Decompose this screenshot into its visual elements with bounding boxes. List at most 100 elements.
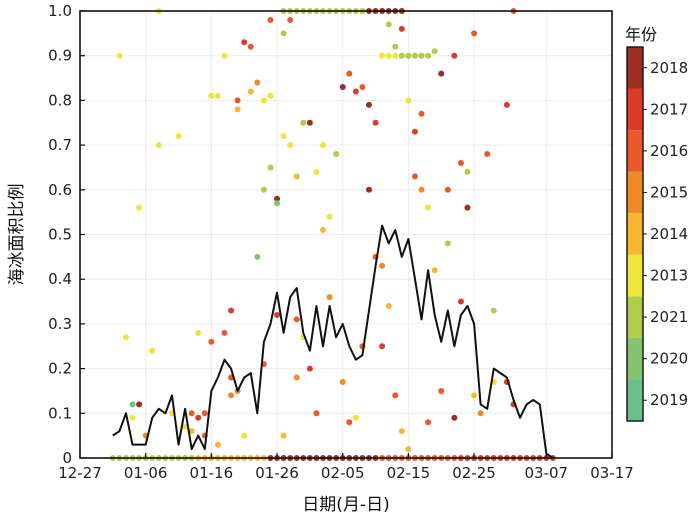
scatter-point (234, 106, 241, 113)
scatter-point (201, 410, 208, 417)
scatter-point (260, 186, 267, 193)
x-tick-label: 01-26 (255, 464, 299, 482)
scatter-point (280, 30, 287, 37)
scatter-point (379, 262, 386, 269)
colorbar-swatch (627, 47, 643, 89)
scatter-point (149, 347, 156, 354)
scatter-point (464, 168, 471, 175)
y-axis-ticks: 0 0.1 0.2 0.3 0.4 0.5 0.6 0.7 0.8 0.9 1.0 (48, 2, 85, 467)
colorbar-label: 2013 (650, 267, 688, 285)
colorbar-label: 2021 (650, 308, 688, 326)
x-tick-label: 12-27 (58, 464, 102, 482)
scatter-point (195, 414, 202, 421)
x-tick-label: 01-06 (124, 464, 168, 482)
scatter-point (300, 119, 307, 126)
scatter-point (392, 392, 399, 399)
scatter-point (247, 88, 254, 95)
scatter-point (313, 168, 320, 175)
scatter-point (398, 52, 405, 59)
colorbar-legend: 年份 2019 2020 2021 2013 2014 2015 2016 2017 2018 (625, 25, 688, 422)
scatter-point (214, 441, 221, 448)
scatter-point (228, 392, 235, 399)
colorbar-swatch (627, 296, 643, 338)
colorbar-swatch (627, 88, 643, 131)
scatter-point (122, 334, 129, 341)
scatter-point (385, 303, 392, 310)
scatter-point (411, 173, 418, 180)
scatter-point (280, 432, 287, 439)
scatter-point (365, 101, 372, 108)
y-tick-label: 0.2 (48, 360, 72, 378)
scatter-point (471, 30, 478, 37)
scatter-point (313, 410, 320, 417)
scatter-point (359, 83, 366, 90)
scatter-point (477, 410, 484, 417)
scatter-point (155, 142, 162, 149)
y-tick-label: 1.0 (48, 2, 72, 20)
colorbar-label: 2017 (650, 100, 688, 118)
x-tick-label: 03-07 (525, 464, 569, 482)
scatter-point (136, 204, 143, 211)
scatter-point (234, 97, 241, 104)
y-tick-label: 0.3 (48, 315, 72, 333)
scatter-point (425, 419, 432, 426)
scatter-point (306, 365, 313, 372)
colorbar-label: 2016 (650, 142, 688, 160)
scatter-point (254, 79, 261, 86)
scatter-point (405, 52, 412, 59)
y-tick-label: 0.8 (48, 91, 72, 109)
scatter-point (129, 401, 136, 408)
scatter-point (425, 204, 432, 211)
scatter-point (457, 159, 464, 166)
scatter-point (352, 414, 359, 421)
scatter-point (326, 294, 333, 301)
scatter-point (451, 52, 458, 59)
mean-line (112, 224, 554, 459)
scatter-point (418, 110, 425, 117)
scatter-point (405, 446, 412, 453)
scatter-point (339, 83, 346, 90)
scatter-point (372, 119, 379, 126)
scatter-point (260, 97, 267, 104)
x-axis-label: 日期(月-日) (302, 495, 389, 515)
scatter-point (418, 186, 425, 193)
scatter-point (280, 133, 287, 140)
colorbar-swatch (627, 254, 643, 297)
scatter-point (293, 374, 300, 381)
y-tick-label: 0.4 (48, 270, 72, 288)
scatter-point (326, 213, 333, 220)
scatter-point (221, 329, 228, 336)
scatter-point (274, 311, 281, 318)
scatter-point (352, 88, 359, 95)
scatter-point (241, 39, 248, 46)
scatter-point (129, 414, 136, 421)
x-tick-label: 02-15 (387, 464, 431, 482)
scatter-point (346, 70, 353, 77)
scatter-point (306, 119, 313, 126)
scatter-point (221, 52, 228, 59)
scatter-point (431, 48, 438, 55)
colorbar-title: 年份 (625, 25, 657, 44)
scatter-point (274, 200, 281, 207)
scatter-point (208, 338, 215, 345)
scatter-point (385, 52, 392, 59)
scatter-point (274, 195, 281, 202)
scatter-point (320, 142, 327, 149)
scatter-point (457, 298, 464, 305)
y-tick-label: 0 (62, 449, 72, 467)
y-tick-label: 0.5 (48, 226, 72, 244)
x-axis-ticks: 12-27 01-06 01-16 01-26 02-05 02-15 02-25 03-07… (58, 453, 634, 482)
scatter-point (431, 267, 438, 274)
scatter-point (208, 92, 215, 99)
scatter-point (471, 392, 478, 399)
colorbar-label: 2014 (650, 225, 688, 243)
x-tick-label: 02-25 (452, 464, 496, 482)
scatter-point (116, 52, 123, 59)
scatter-point (287, 142, 294, 149)
scatter-point (484, 151, 491, 158)
x-tick-label: 03-17 (590, 464, 634, 482)
scatter-point (175, 133, 182, 140)
scatter-point (379, 343, 386, 350)
scatter-point (438, 70, 445, 77)
grid-lines (79, 10, 613, 459)
